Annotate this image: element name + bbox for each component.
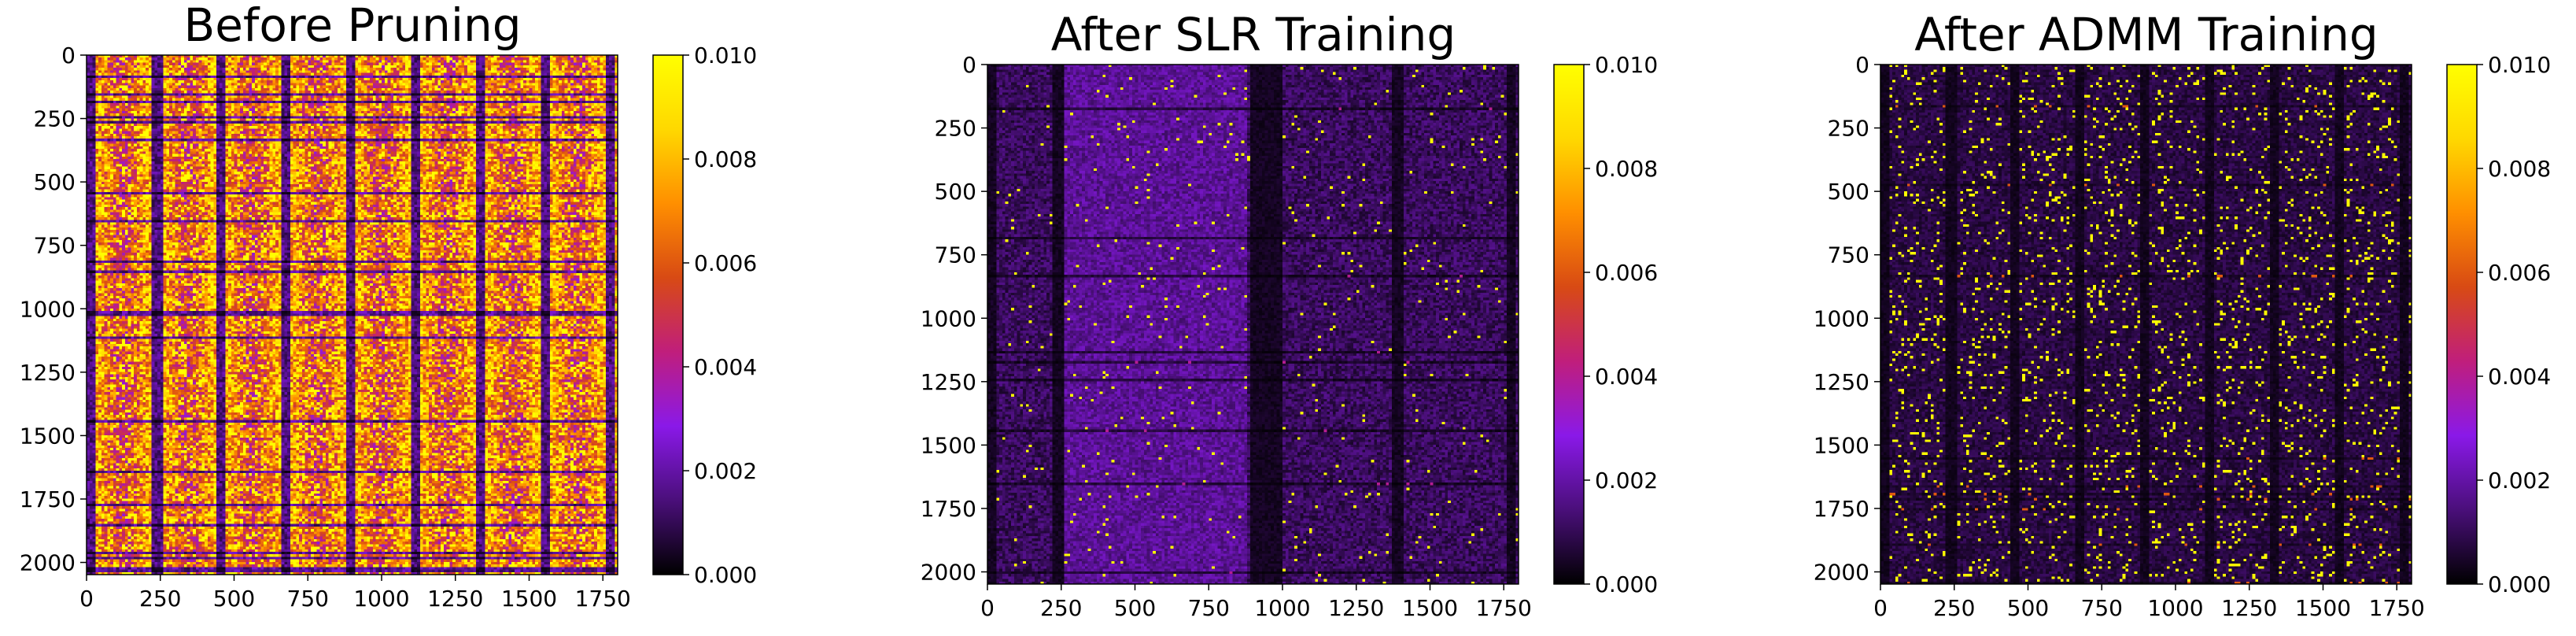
x-tick-label: 1750 [575,586,631,612]
y-tick-label: 1000 [1814,305,1869,331]
colorbar-tick-label: 0.010 [2488,52,2551,78]
chart-title: Before Pruning [183,0,521,52]
x-tick-label: 750 [287,586,329,612]
chart-title: After SLR Training [1051,8,1456,61]
y-tick-label: 1250 [1814,369,1869,395]
colorbar-tick-label: 0.010 [694,43,757,68]
y-tick-label: 1750 [921,496,976,522]
y-axis-ticks: 0 250 500 750 1000 1250 1500 1750 2000 [20,43,87,576]
plot-frame [86,54,618,575]
colorbar-tick-label: 0.004 [2488,364,2551,390]
colorbar-tick-label: 0.000 [1595,571,1658,597]
y-tick-label: 500 [1828,179,1869,205]
y-tick-label: 1750 [20,486,76,512]
colorbar-gradient [2446,64,2478,585]
colorbar-tick-label: 0.006 [1595,260,1658,286]
x-tick-label: 1250 [2221,595,2277,621]
heatmap-image [1880,65,2412,584]
x-tick-label: 500 [213,586,255,612]
y-tick-label: 1250 [921,369,976,395]
x-tick-label: 500 [1114,595,1156,621]
colorbar: 0.000 0.002 0.004 0.006 0.008 0.010 [1553,52,1658,597]
colorbar-tick-label: 0.002 [1595,468,1658,494]
colorbar-tick-label: 0.002 [2488,468,2551,494]
y-tick-label: 500 [935,179,976,205]
y-tick-label: 2000 [1814,560,1869,586]
x-tick-label: 500 [2007,595,2049,621]
colorbar-tick-label: 0.010 [1595,52,1658,78]
y-tick-label: 750 [935,242,976,268]
panel-after-admm-training: After ADMM Training 0 250 500 750 1000 1250 15… [1814,8,2551,621]
colorbar-tick-label: 0.006 [694,250,757,276]
x-tick-label: 1500 [2295,595,2351,621]
x-tick-label: 250 [1040,595,1082,621]
x-tick-label: 1500 [1402,595,1458,621]
y-tick-label: 250 [1828,116,1869,142]
x-tick-label: 1750 [2369,595,2425,621]
x-tick-label: 0 [1873,595,1888,621]
x-tick-label: 0 [79,586,94,612]
y-tick-label: 0 [61,43,76,68]
colorbar: 0.000 0.002 0.004 0.006 0.008 0.010 [2446,52,2551,597]
y-tick-label: 1500 [1814,432,1869,458]
y-tick-label: 250 [935,116,976,142]
x-tick-label: 1000 [1254,595,1310,621]
x-tick-label: 750 [2081,595,2123,621]
colorbar-tick-label: 0.004 [694,354,757,380]
x-tick-label: 750 [1188,595,1230,621]
y-tick-label: 1000 [20,296,76,322]
heatmap-plot-area [1880,64,2412,585]
colorbar-tick-label: 0.008 [1595,156,1658,182]
colorbar-tick-label: 0.002 [694,458,757,484]
colorbar-tick-label: 0.008 [2488,156,2551,182]
y-tick-label: 0 [1855,52,1869,78]
colorbar-tick-label: 0.004 [1595,364,1658,390]
y-axis-ticks: 0 250 500 750 1000 1250 1500 1750 2000 [921,52,987,586]
y-tick-label: 2000 [20,550,76,576]
x-tick-label: 1500 [501,586,557,612]
y-tick-label: 2000 [921,560,976,586]
heatmap-image [987,65,1519,584]
x-axis-ticks: 0 250 500 750 1000 1250 1500 1750 [1873,584,2425,621]
plot-frame [1880,64,2412,585]
heatmap-plot-area [86,54,618,575]
y-tick-label: 1500 [20,423,76,449]
x-tick-label: 1250 [427,586,483,612]
x-tick-label: 1000 [2147,595,2203,621]
x-tick-label: 0 [980,595,995,621]
colorbar-tick-label: 0.000 [694,562,757,588]
colorbar-tick-label: 0.000 [2488,571,2551,597]
x-tick-label: 1000 [353,586,409,612]
x-tick-label: 1250 [1328,595,1384,621]
x-tick-label: 1750 [1476,595,1532,621]
y-tick-label: 1750 [1814,496,1869,522]
colorbar: 0.000 0.002 0.004 0.006 0.008 0.010 [652,43,757,588]
x-tick-label: 250 [139,586,181,612]
colorbar-tick-label: 0.008 [694,146,757,172]
x-tick-label: 250 [1933,595,1975,621]
panel-before-pruning: Before Pruning 0 250 500 750 1000 1250 1500 175… [20,0,757,612]
y-tick-label: 1000 [921,305,976,331]
chart-title: After ADMM Training [1914,8,2378,61]
y-tick-label: 1500 [921,432,976,458]
heatmap-plot-area [987,64,1519,585]
y-tick-label: 1250 [20,360,76,386]
heatmap-image [87,55,618,575]
y-tick-label: 750 [34,233,76,259]
colorbar-gradient [1553,64,1585,585]
colorbar-tick-label: 0.006 [2488,260,2551,286]
panel-after-slr-training: After SLR Training 0 250 500 750 1000 1250 150… [921,8,1658,621]
y-tick-label: 750 [1828,242,1869,268]
y-tick-label: 250 [34,106,76,132]
x-axis-ticks: 0 250 500 750 1000 1250 1500 1750 [79,575,631,612]
colorbar-gradient [652,54,684,575]
y-axis-ticks: 0 250 500 750 1000 1250 1500 1750 2000 [1814,52,1880,586]
y-tick-label: 0 [962,52,976,78]
x-axis-ticks: 0 250 500 750 1000 1250 1500 1750 [980,584,1532,621]
plot-frame [987,64,1519,585]
y-tick-label: 500 [34,169,76,195]
